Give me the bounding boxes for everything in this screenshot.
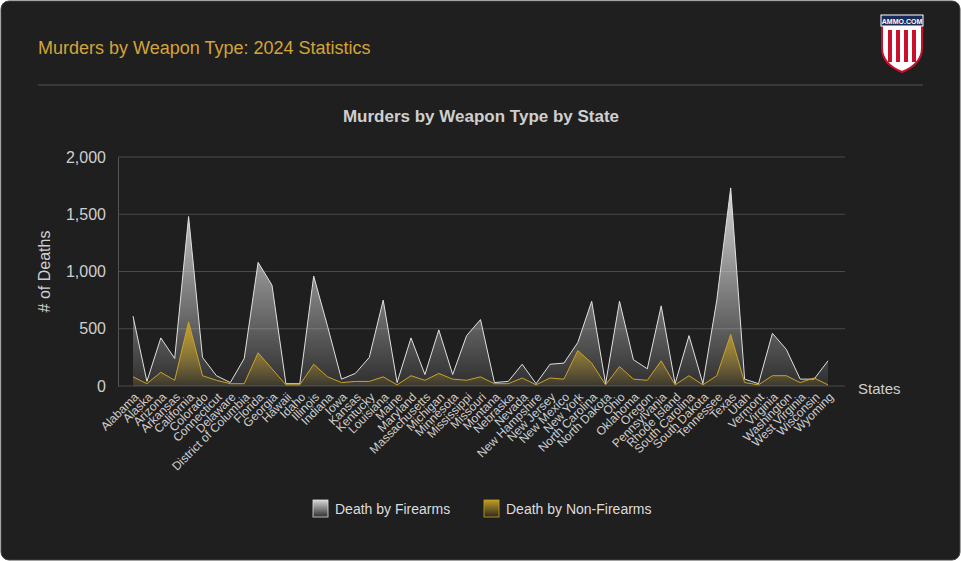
y-axis-line (118, 158, 119, 387)
marks (133, 188, 828, 386)
x-tick: District of Columbia (169, 386, 253, 473)
legend-swatch (313, 500, 328, 517)
card (1, 1, 960, 560)
grid-line (118, 214, 845, 215)
y-tick: 1,000 (66, 263, 118, 280)
x-tick: Wyoming (791, 386, 836, 435)
y-tick-label: 1,500 (66, 206, 106, 223)
y-axis: 0 500 1,000 1,500 2,000 (66, 149, 119, 395)
area (133, 188, 828, 386)
grid-line (118, 157, 845, 158)
title: Murders by Weapon Type: 2024 Statistics (38, 38, 371, 58)
x-axis-title: States (858, 380, 901, 397)
area (133, 322, 828, 386)
logo-shield (882, 24, 922, 72)
logo: AMMO.COM (881, 15, 923, 72)
y-tick: 500 (79, 320, 118, 337)
x-tick-label: District of Columbia (169, 390, 253, 474)
y-axis-title: # of Deaths (36, 231, 53, 313)
subtitle: Murders by Weapon Type by State (343, 107, 619, 126)
x-axis: AlabamaAlaskaArizonaArkansasCaliforniaCo… (98, 386, 836, 473)
logo-stripe (912, 30, 916, 62)
legend-label: Death by Non-Firearms (506, 501, 652, 517)
legend-swatch (484, 500, 499, 517)
y-tick-label: 1,000 (66, 263, 106, 280)
x-tick-label: Wyoming (791, 390, 836, 435)
chart-root: Murders by Weapon Type: 2024 Statistics A… (0, 0, 961, 561)
y-tick-label: 2,000 (66, 149, 106, 166)
y-tick: 0 (97, 378, 118, 395)
y-tick: 2,000 (66, 149, 118, 166)
x-axis-line (134, 386, 829, 387)
logo-stripe (896, 30, 900, 62)
logo-stripe (904, 30, 908, 62)
logo-stripe (888, 30, 892, 62)
logo-text: AMMO.COM (882, 18, 923, 25)
background (0, 0, 961, 561)
y-tick: 1,500 (66, 206, 118, 223)
area-line (133, 322, 828, 385)
grid (118, 157, 845, 386)
y-tick-label: 0 (97, 378, 106, 395)
legend: Death by Firearms Death by Non-Firearms (313, 500, 652, 517)
legend-label: Death by Firearms (335, 501, 450, 517)
logo-banner (881, 15, 923, 26)
y-tick-label: 500 (79, 320, 106, 337)
divider (38, 85, 923, 86)
